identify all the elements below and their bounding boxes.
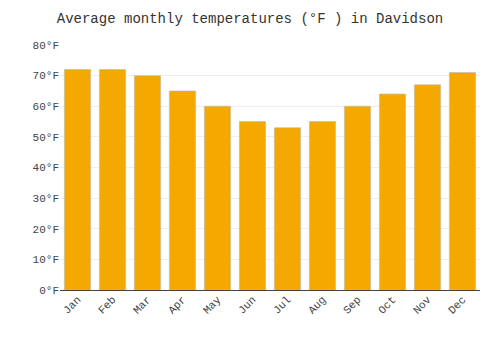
svg-text:Sep: Sep xyxy=(341,294,363,316)
svg-text:Aug: Aug xyxy=(306,294,328,316)
svg-text:Mar: Mar xyxy=(131,294,153,316)
svg-text:40°F: 40°F xyxy=(33,162,59,174)
svg-text:20°F: 20°F xyxy=(33,224,59,236)
svg-text:70°F: 70°F xyxy=(33,70,59,82)
svg-text:Jun: Jun xyxy=(236,294,258,316)
svg-text:Jul: Jul xyxy=(271,294,293,316)
svg-text:Feb: Feb xyxy=(96,294,118,316)
svg-text:0°F: 0°F xyxy=(39,285,59,297)
svg-text:30°F: 30°F xyxy=(33,193,59,205)
svg-text:50°F: 50°F xyxy=(33,132,59,144)
svg-text:60°F: 60°F xyxy=(33,101,59,113)
svg-text:Apr: Apr xyxy=(166,294,188,316)
svg-text:Dec: Dec xyxy=(446,294,468,316)
svg-text:10°F: 10°F xyxy=(33,254,59,266)
svg-text:Average monthly temperatures (: Average monthly temperatures (°F ) in Da… xyxy=(57,11,443,27)
svg-text:Jan: Jan xyxy=(61,294,83,316)
svg-text:Oct: Oct xyxy=(376,294,398,316)
svg-text:Nov: Nov xyxy=(411,294,434,317)
svg-text:80°F: 80°F xyxy=(33,40,59,52)
svg-text:May: May xyxy=(201,294,224,317)
